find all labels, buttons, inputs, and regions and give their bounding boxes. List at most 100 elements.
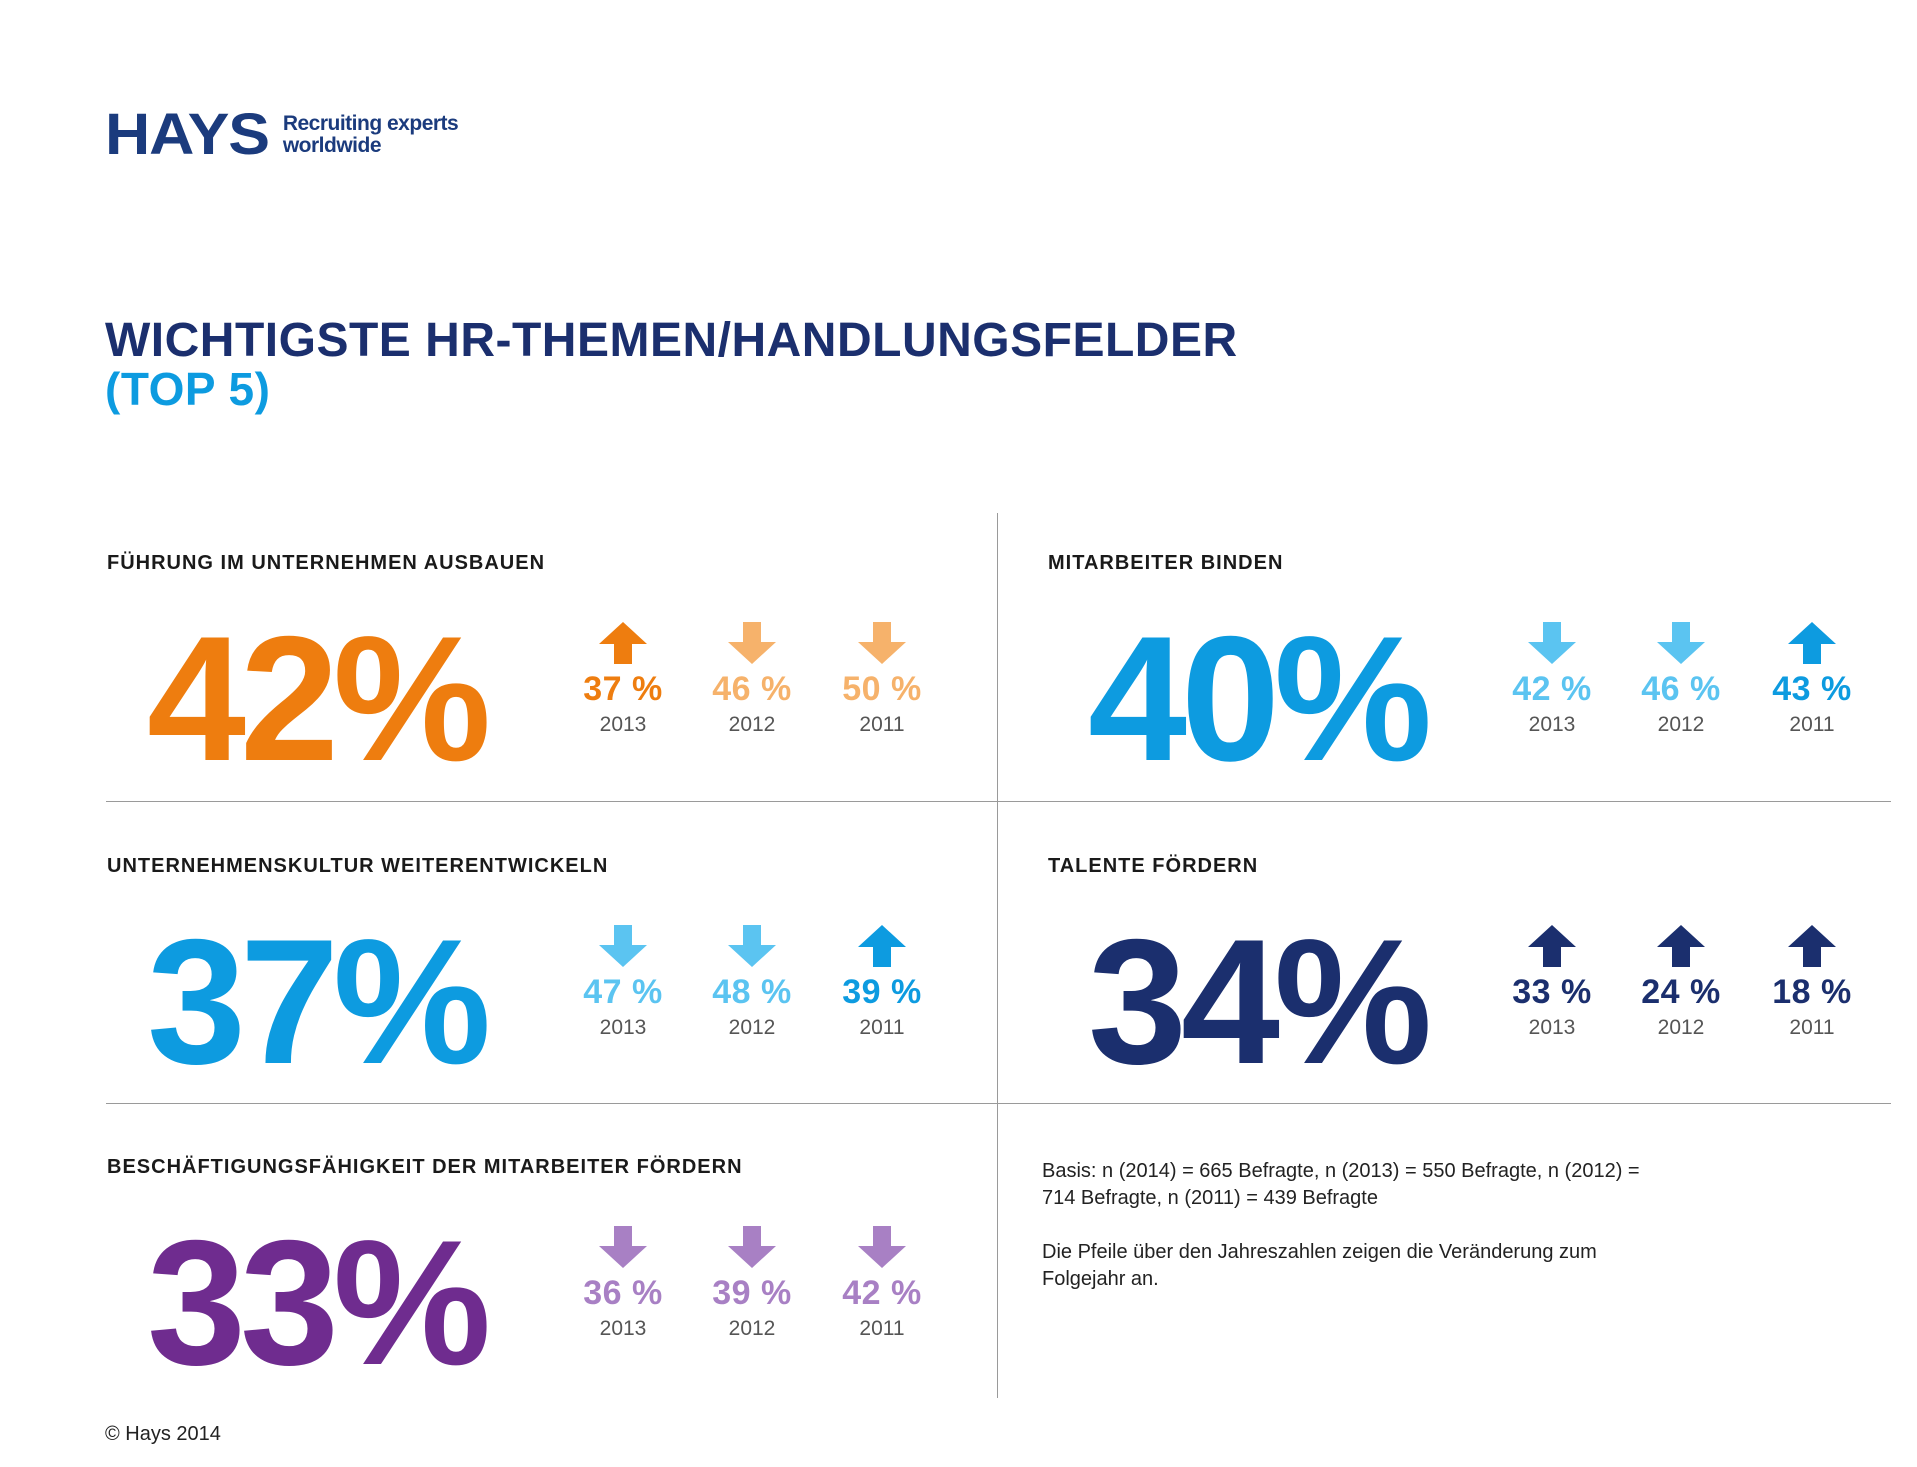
arrow-shape: [728, 1226, 776, 1268]
arrow-down-icon: [858, 622, 906, 664]
vertical-divider: [997, 513, 998, 1398]
history-value: 33 %: [1512, 973, 1592, 1011]
arrow-shape: [858, 622, 906, 664]
arrow-shape: [1788, 925, 1836, 967]
copyright: © Hays 2014: [105, 1423, 221, 1445]
history-item: 33 % 2013: [1497, 925, 1607, 1038]
arrow-shape: [1528, 925, 1576, 967]
history-year: 2013: [599, 1317, 647, 1340]
history-year: 2011: [859, 713, 905, 736]
arrow-down-icon: [599, 925, 647, 967]
topic-value-2014: 42%: [147, 599, 491, 798]
logo-wordmark: HAYS: [105, 102, 270, 167]
logo-tagline: Recruiting experts worldwide: [282, 112, 459, 157]
history-value: 46 %: [712, 670, 792, 708]
topic-label: BESCHÄFTIGUNGSFÄHIGKEIT DER MITARBEITER …: [107, 1156, 743, 1178]
history-item: 42 % 2013: [1497, 622, 1607, 735]
history-year: 2013: [1528, 1016, 1576, 1039]
history-year: 2013: [599, 713, 647, 736]
arrow-shape: [1528, 622, 1576, 664]
history-year: 2011: [1789, 1016, 1835, 1039]
arrow-shape: [1657, 925, 1705, 967]
history-year: 2011: [1789, 713, 1835, 736]
arrow-down-icon: [599, 1226, 647, 1268]
history-year: 2013: [599, 1016, 647, 1039]
history-year: 2011: [859, 1317, 905, 1340]
arrow-up-icon: [1788, 925, 1836, 967]
arrow-shape: [728, 622, 776, 664]
history-item: 48 % 2012: [697, 925, 807, 1038]
horizontal-divider-2: [106, 1103, 1891, 1104]
arrow-down-icon: [1528, 622, 1576, 664]
arrow-down-icon: [1657, 622, 1705, 664]
arrow-shape: [599, 925, 647, 967]
arrow-shape: [599, 1226, 647, 1268]
arrow-shape: [858, 925, 906, 967]
arrow-down-icon: [728, 1226, 776, 1268]
history-value: 37 %: [583, 670, 663, 708]
history-year: 2012: [728, 1016, 776, 1039]
arrow-shape: [1657, 622, 1705, 664]
history-value: 24 %: [1641, 973, 1721, 1011]
history-item: 36 % 2013: [568, 1226, 678, 1339]
arrow-up-icon: [599, 622, 647, 664]
topic-panel: UNTERNEHMENSKULTUR WEITERENTWICKELN 37% 47…: [107, 855, 987, 1135]
topic-value-2014: 37%: [147, 902, 491, 1101]
arrow-shape: [1788, 622, 1836, 664]
history-item: 42 % 2011: [827, 1226, 937, 1339]
history-year: 2012: [1657, 713, 1705, 736]
history-value: 18 %: [1772, 973, 1852, 1011]
arrow-up-icon: [858, 925, 906, 967]
history-year: 2013: [1528, 713, 1576, 736]
history-item: 18 % 2011: [1757, 925, 1867, 1038]
history-value: 39 %: [712, 1274, 792, 1312]
history-item: 43 % 2011: [1757, 622, 1867, 735]
arrow-up-icon: [1528, 925, 1576, 967]
history-item: 50 % 2011: [827, 622, 937, 735]
arrow-down-icon: [858, 1226, 906, 1268]
history-value: 50 %: [842, 670, 922, 708]
history-item: 24 % 2012: [1626, 925, 1736, 1038]
page-subtitle: (TOP 5): [105, 363, 271, 415]
history-value: 43 %: [1772, 670, 1852, 708]
topic-value-2014: 34%: [1088, 902, 1432, 1101]
horizontal-divider-1: [106, 801, 1891, 802]
hays-logo: HAYS Recruiting experts worldwide: [105, 102, 459, 167]
topic-label: MITARBEITER BINDEN: [1048, 552, 1284, 574]
topic-value-2014: 40%: [1088, 599, 1432, 798]
arrow-shape: [858, 1226, 906, 1268]
history-item: 46 % 2012: [697, 622, 807, 735]
history-year: 2012: [1657, 1016, 1705, 1039]
history-item: 46 % 2012: [1626, 622, 1736, 735]
arrow-up-icon: [1788, 622, 1836, 664]
history-item: 37 % 2013: [568, 622, 678, 735]
arrow-shape: [599, 622, 647, 664]
topic-panel: BESCHÄFTIGUNGSFÄHIGKEIT DER MITARBEITER …: [107, 1156, 987, 1436]
history-value: 48 %: [712, 973, 792, 1011]
topic-panel: FÜHRUNG IM UNTERNEHMEN AUSBAUEN 42% 37 % 20…: [107, 552, 987, 832]
topic-value-2014: 33%: [147, 1203, 491, 1402]
history-year: 2011: [859, 1016, 905, 1039]
logo-tagline-line1: Recruiting experts: [282, 112, 459, 135]
arrow-shape: [728, 925, 776, 967]
arrow-down-icon: [728, 622, 776, 664]
history-value: 47 %: [583, 973, 663, 1011]
topic-label: FÜHRUNG IM UNTERNEHMEN AUSBAUEN: [107, 552, 546, 574]
history-value: 42 %: [842, 1274, 922, 1312]
topic-panel: TALENTE FÖRDERN 34% 33 % 2013 24 % 2012 18 % 20…: [1048, 855, 1917, 1135]
history-value: 46 %: [1641, 670, 1721, 708]
arrow-down-icon: [728, 925, 776, 967]
history-value: 39 %: [842, 973, 922, 1011]
logo-tagline-line2: worldwide: [282, 134, 382, 157]
history-year: 2012: [728, 713, 776, 736]
history-item: 47 % 2013: [568, 925, 678, 1038]
page-title: WICHTIGSTE HR-THEMEN/HANDLUNGSFELDER: [105, 314, 1238, 367]
history-year: 2012: [728, 1317, 776, 1340]
history-value: 42 %: [1512, 670, 1592, 708]
arrow-up-icon: [1657, 925, 1705, 967]
notes-basis: Basis: n (2014) = 665 Befragte, n (2013)…: [1042, 1160, 1640, 1209]
history-item: 39 % 2011: [827, 925, 937, 1038]
history-item: 39 % 2012: [697, 1226, 807, 1339]
topic-label: TALENTE FÖRDERN: [1048, 855, 1259, 877]
history-value: 36 %: [583, 1274, 663, 1312]
